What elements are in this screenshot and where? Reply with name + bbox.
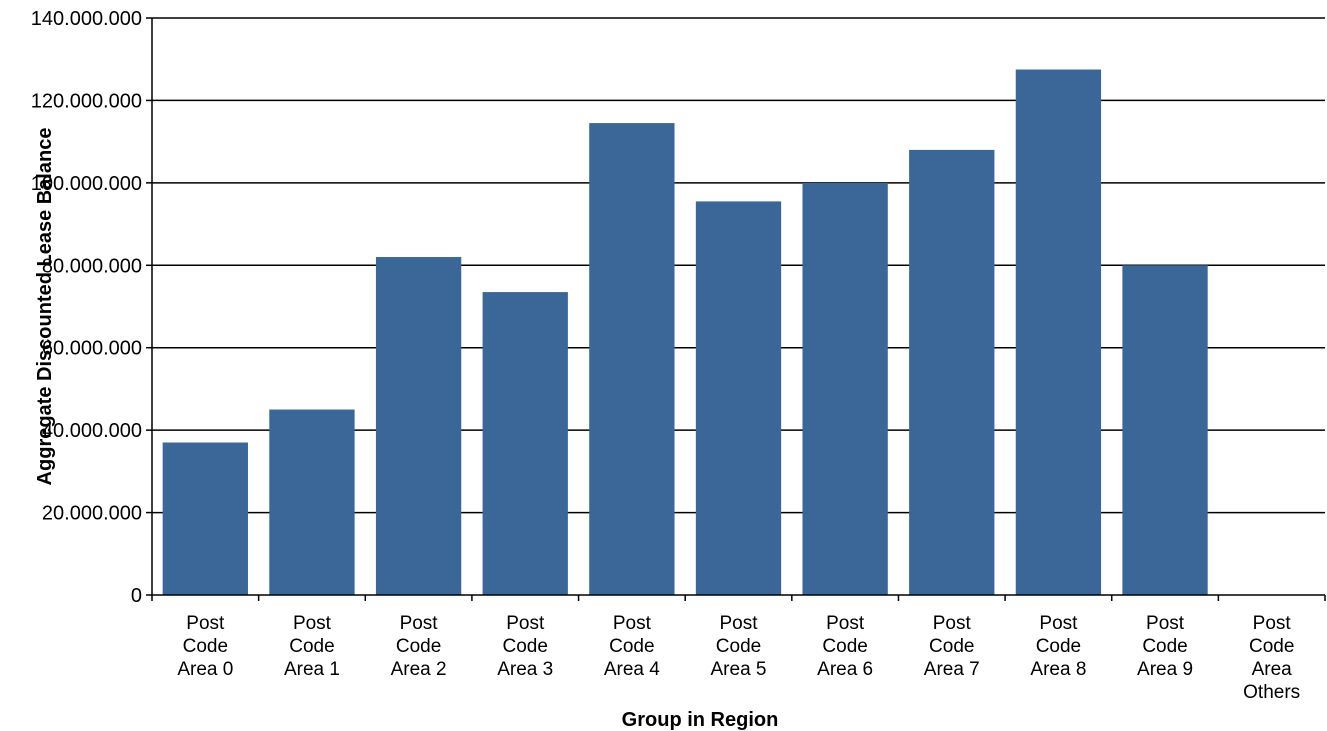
y-tick-label: 100.000.000 [31,173,142,195]
x-tick-label: Post Code Area 2 [391,613,447,680]
bar [269,409,355,595]
x-tick-label: Post Code Area 8 [1030,613,1086,680]
bars [162,69,1208,595]
y-tick-label: 140.000.000 [31,8,142,30]
y-tick-label: 120.000.000 [31,90,142,112]
x-tick-labels: Post Code Area 0 Post Code Area 1 Post Code Area… [151,595,1326,703]
bar [162,442,248,595]
axes [151,18,1325,596]
y-axis-title: Aggregate Discounted Lease Balance [34,128,56,486]
bar [1015,69,1102,595]
x-tick-label: Post Code Area 9 [1137,613,1193,680]
x-tick-label: Post Code Area 3 [497,613,553,680]
bar [1122,265,1208,595]
x-tick-label: Post Code Area Others [1243,613,1300,703]
x-tick-label: Post Code Area 6 [817,613,873,680]
y-tick-label: 0 [131,585,142,607]
x-tick-label: Post Code Area 4 [604,613,660,680]
y-tick-label: 80.000.000 [42,255,142,277]
y-tick-label: 60.000.000 [42,338,142,360]
x-tick-label: Post Code Area 0 [177,613,233,680]
x-tick-label: Post Code Area 1 [284,613,340,680]
y-tick-labels: 0 20.000.000 40.000.000 60.000.000 80.000.00… [31,8,152,607]
bar [589,123,675,595]
bar [375,257,462,595]
y-tick-label: 20.000.000 [42,503,142,525]
x-axis-title: Group in Region [622,709,779,731]
bar [695,201,782,595]
x-tick-label: Post Code Area 5 [711,613,767,680]
bar [482,292,568,595]
x-tick-label: Post Code Area 7 [924,613,980,680]
y-tick-label: 40.000.000 [42,420,142,442]
bar [802,182,888,595]
bar [909,149,995,595]
